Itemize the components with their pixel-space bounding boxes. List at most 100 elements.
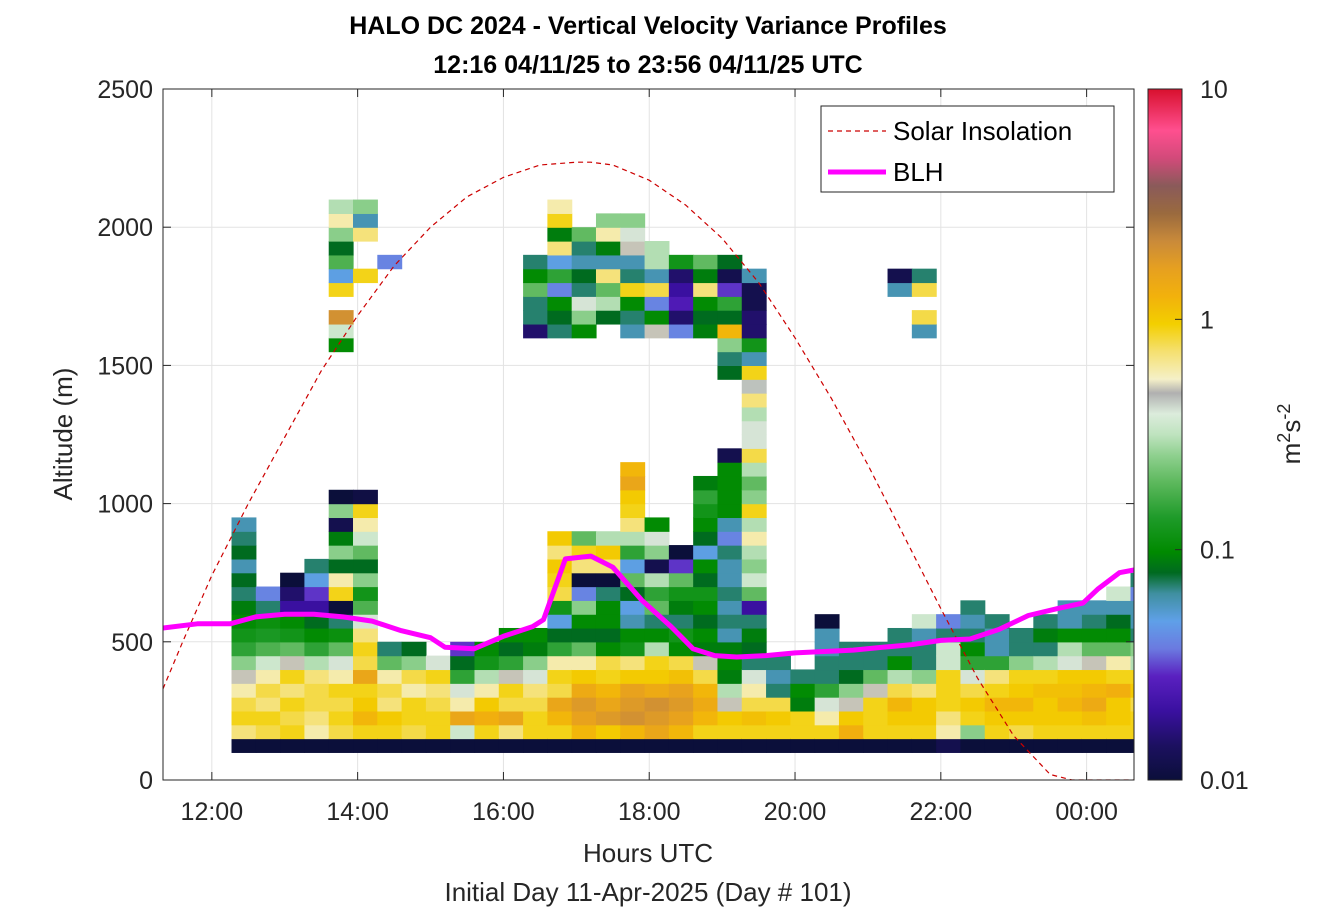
heatmap-cell (1130, 683, 1134, 698)
heatmap-cell (595, 614, 621, 629)
heatmap-cell (1033, 655, 1059, 671)
heatmap-cell (911, 738, 937, 753)
heatmap-cell (911, 282, 937, 297)
heatmap-cell (717, 724, 743, 740)
heatmap-cell (401, 641, 427, 657)
heatmap-cell (231, 600, 257, 615)
heatmap-cell (741, 420, 767, 436)
heatmap-cell (1130, 572, 1134, 588)
heatmap-cell (474, 655, 500, 671)
heatmap-cell (960, 655, 986, 671)
heatmap-cell (717, 296, 743, 311)
heatmap-cell (377, 697, 403, 712)
heatmap-cell (377, 655, 403, 671)
heatmap-cell (741, 434, 767, 449)
heatmap-cell (377, 641, 403, 657)
heatmap-cell (498, 724, 524, 740)
heatmap-cell (571, 614, 597, 629)
heatmap-cell (911, 268, 937, 284)
heatmap-cell (644, 710, 670, 726)
heatmap-cell (620, 710, 646, 726)
heatmap-cell (401, 724, 427, 740)
heatmap-cell (571, 738, 597, 753)
heatmap-cell (668, 600, 694, 615)
heatmap-cell (717, 503, 743, 519)
colorbar-gradient (1147, 88, 1183, 781)
heatmap-cell (595, 600, 621, 615)
heatmap-cell (814, 627, 840, 643)
heatmap-cell (1130, 710, 1134, 726)
heatmap-cell (960, 683, 986, 698)
heatmap-cell (717, 641, 743, 657)
heatmap-cell (595, 213, 621, 228)
heatmap-cell (741, 503, 767, 519)
heatmap-cell (741, 531, 767, 546)
heatmap-cell (717, 337, 743, 353)
heatmap-cell (838, 669, 864, 684)
heatmap-cell (255, 627, 281, 643)
heatmap-cell (571, 641, 597, 657)
heatmap-cell (863, 669, 889, 684)
heatmap-cell (255, 655, 281, 671)
heatmap-cell (1081, 697, 1107, 712)
heatmap-cell (911, 310, 937, 325)
x-axis-label: Hours UTC (583, 838, 713, 868)
heatmap-cell (644, 545, 670, 560)
heatmap-cell (620, 227, 646, 242)
heatmap-cell (1106, 738, 1132, 753)
heatmap-cell (328, 600, 354, 615)
heatmap-cell (595, 268, 621, 284)
heatmap-cell (984, 724, 1010, 740)
heatmap-cell (887, 724, 913, 740)
heatmap-cell (304, 600, 330, 615)
heatmap-cell (595, 655, 621, 671)
heatmap-cell (1033, 614, 1059, 629)
heatmap-cell (280, 627, 306, 643)
heatmap-cell (620, 310, 646, 325)
heatmap-cell (644, 268, 670, 284)
heatmap-cell (741, 545, 767, 560)
heatmap-cell (717, 517, 743, 532)
heatmap-cell (571, 655, 597, 671)
heatmap-cell (571, 697, 597, 712)
heatmap-cell (644, 683, 670, 698)
heatmap-cell (1106, 710, 1132, 726)
x-tick-label: 12:00 (181, 798, 244, 826)
heatmap-cell (328, 738, 354, 753)
heatmap-cell (547, 531, 573, 546)
heatmap-cell (523, 627, 548, 643)
heatmap-cell (595, 310, 621, 325)
heatmap-cell (620, 545, 646, 560)
heatmap-cell (304, 738, 330, 753)
heatmap-cell (328, 531, 354, 546)
heatmap-cell (693, 254, 719, 270)
heatmap-cell (571, 600, 597, 615)
heatmap-cell (693, 600, 719, 615)
heatmap-cell (231, 627, 257, 643)
heatmap-cell (328, 627, 354, 643)
heatmap-cell (547, 227, 573, 242)
heatmap-cell (523, 655, 548, 671)
heatmap-cell (644, 296, 670, 311)
heatmap-cell (838, 683, 864, 698)
heatmap-cell (717, 586, 743, 601)
heatmap-cell (401, 738, 427, 753)
heatmap-cell (377, 710, 403, 726)
y-tick-label: 0 (139, 767, 153, 795)
heatmap-cell (644, 697, 670, 712)
heatmap-cell (425, 669, 451, 684)
heatmap-cell (571, 282, 597, 297)
heatmap-cell (936, 641, 962, 657)
heatmap-cell (280, 697, 306, 712)
heatmap-cell (644, 669, 670, 684)
heatmap-cell (425, 697, 451, 712)
heatmap-cell (741, 282, 767, 297)
heatmap-cell (620, 683, 646, 698)
heatmap-cell (255, 600, 281, 615)
heatmap-cell (571, 296, 597, 311)
legend-solar-label: Solar Insolation (893, 116, 1072, 146)
heatmap-cell (401, 683, 427, 698)
heatmap-cell (328, 710, 354, 726)
heatmap-cell (620, 268, 646, 284)
heatmap-cell (255, 669, 281, 684)
